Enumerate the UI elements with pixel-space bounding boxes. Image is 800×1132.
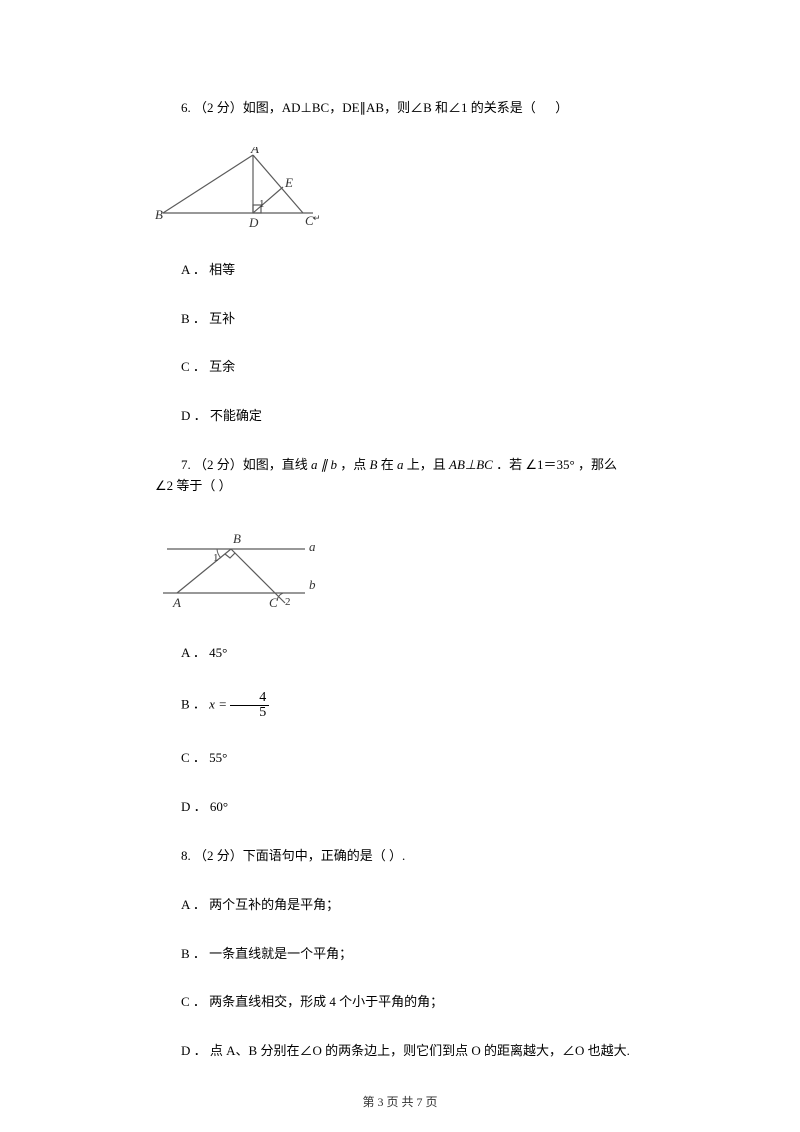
q7-B: B [370,457,378,472]
q6-stem-close: ） [555,100,568,115]
q8-option-C[interactable]: C ． 两条直线相交，形成 4 个小于平角的角； [155,992,675,1013]
q7-t3: 在 [381,457,397,472]
q7-option-C[interactable]: C ． 55° [155,748,675,769]
q6-option-A[interactable]: A ． 相等 [155,260,675,281]
q6-option-C[interactable]: C ． 互余 [155,357,675,378]
q8-stem: 8. （2 分）下面语句中，正确的是（ ）. [155,846,675,867]
q7-ang2: ∠2 [155,478,173,493]
q7-label-B: B [233,531,241,546]
q7-t6: ，那么 [578,457,617,472]
q7-B-num: 4 [230,691,269,706]
q6-label-B: B [155,207,163,222]
q6-label-A: A [250,147,259,156]
q7-option-B[interactable]: B ． x = 4 5 [155,691,675,720]
q7-label-b: b [309,577,316,592]
q6-option-B[interactable]: B ． 互补 [155,309,675,330]
q7-B-frac: 4 5 [230,691,269,720]
q6-stem: 6. （2 分）如图，AD⊥BC，DE∥AB，则∠B 和∠1 的关系是（ ） [155,98,675,119]
q7-D-val: 60° [210,799,228,814]
q7-option-A[interactable]: A ． 45° [155,643,675,664]
q7-t5: ．若 [496,457,525,472]
q7-a: a [397,457,404,472]
q7-label-A: A [172,595,181,610]
q7-ang1: ∠1＝35° [525,457,574,472]
q8-option-A[interactable]: A ． 两个互补的角是平角； [155,895,675,916]
q7-label-a: a [309,539,316,554]
q6-label-Csub: ↵ [313,213,321,223]
q7-B-xeq: x = [209,697,227,712]
q7-label-C: C [269,595,278,610]
q6-label-E: E [284,175,293,190]
q6-stem-text: 6. （2 分）如图，AD⊥BC，DE∥AB，则∠B 和∠1 的关系是（ [181,100,536,115]
q7-stem: 7. （2 分）如图，直线 a ∥ b ，点 B 在 a 上，且 AB⊥BC ．… [155,455,675,497]
q7-t4: 上，且 [407,457,449,472]
page-footer: 第 3 页 共 7 页 [0,1093,800,1110]
q7-t7: 等于（ ） [176,478,231,493]
q7-B-den: 5 [230,706,269,720]
q7-t2: ，点 [340,457,369,472]
q7-label-1: 1 [213,552,219,564]
q7-label-2: 2 [285,596,291,608]
q7-A-prefix: A ． [181,645,209,660]
q6-figure: A B C ↵ D E 1 [155,147,675,232]
q7-A-val: 45° [209,645,227,660]
q7-aparb: a ∥ b [311,457,337,472]
q7-figure: B a b A C 1 2 [155,525,675,615]
q6-label-1: 1 [259,198,265,210]
q7-option-D[interactable]: D ． 60° [155,797,675,818]
q6-blank [539,100,552,115]
q7-C-prefix: C ． [181,750,209,765]
q8-option-B[interactable]: B ． 一条直线就是一个平角； [155,944,675,965]
q8-option-D[interactable]: D ． 点 A、B 分别在∠O 的两条边上，则它们到点 O 的距离越大，∠O 也… [155,1041,675,1062]
q6-label-D: D [248,215,259,230]
q7-C-val: 55° [209,750,227,765]
q7-perp: AB⊥BC [449,457,493,472]
q6-option-D[interactable]: D ． 不能确定 [155,406,675,427]
q7-B-prefix: B ． [181,697,209,712]
q7-t1: 7. （2 分）如图，直线 [181,457,311,472]
q7-D-prefix: D ． [181,799,210,814]
